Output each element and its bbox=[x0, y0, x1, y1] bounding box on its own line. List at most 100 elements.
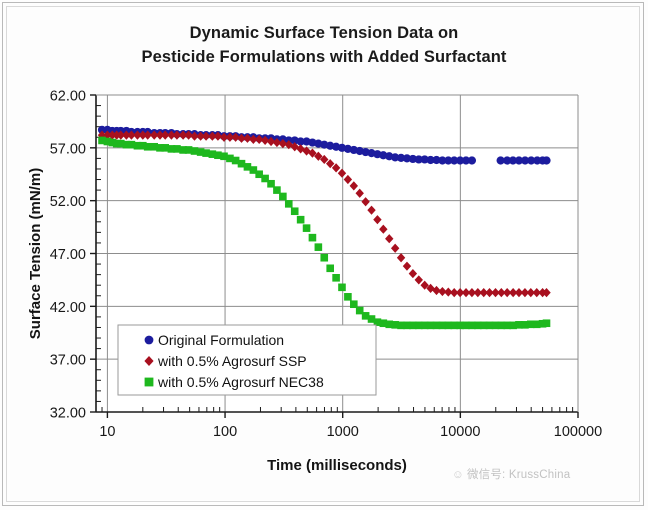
data-point bbox=[178, 130, 188, 140]
data-point bbox=[249, 166, 258, 174]
data-point bbox=[450, 287, 459, 298]
series-3-points bbox=[98, 136, 551, 330]
data-point bbox=[255, 170, 263, 179]
data-point bbox=[491, 287, 500, 298]
data-point bbox=[237, 133, 246, 143]
data-point bbox=[117, 139, 125, 148]
legend: Original Formulation with 0.5% Agrosurf S… bbox=[117, 324, 377, 396]
data-point bbox=[520, 287, 530, 298]
data-point bbox=[343, 174, 353, 185]
x-tick-labels: 10 100 1000 10000 100000 bbox=[99, 424, 602, 440]
data-point bbox=[474, 321, 482, 330]
data-point bbox=[184, 130, 193, 140]
data-point bbox=[432, 285, 441, 296]
legend-label: with 0.5% Agrosurf SSP bbox=[157, 353, 307, 369]
data-point bbox=[172, 130, 182, 140]
data-point bbox=[350, 300, 358, 309]
data-point bbox=[496, 156, 505, 165]
data-point bbox=[190, 147, 199, 155]
data-point bbox=[497, 321, 506, 330]
data-point bbox=[373, 318, 382, 326]
watermark: ☺ 微信号: KrussChina bbox=[452, 466, 570, 482]
y-tick-labels: 32.00 37.00 42.00 47.00 52.00 57.00 62.00 bbox=[50, 89, 86, 422]
data-point bbox=[150, 142, 159, 151]
data-point bbox=[491, 321, 500, 330]
data-point bbox=[414, 321, 423, 330]
data-point bbox=[296, 137, 305, 146]
y-tick-label: 52.00 bbox=[50, 194, 86, 210]
wechat-icon: ☺ bbox=[452, 469, 464, 481]
data-point bbox=[308, 233, 317, 242]
data-point bbox=[138, 130, 148, 140]
data-point bbox=[420, 280, 429, 290]
x-tick-label: 10000 bbox=[440, 424, 480, 440]
data-point bbox=[414, 275, 423, 285]
chart-title-line2: Pesticide Formulations with Added Surfac… bbox=[141, 47, 507, 66]
data-point bbox=[467, 287, 477, 298]
data-point bbox=[456, 156, 465, 165]
data-point bbox=[367, 315, 376, 323]
data-point bbox=[349, 181, 359, 191]
data-point bbox=[485, 287, 494, 298]
data-point bbox=[326, 264, 335, 273]
data-point bbox=[267, 179, 275, 188]
data-point bbox=[521, 321, 529, 329]
data-point bbox=[527, 156, 536, 165]
data-point bbox=[515, 321, 523, 329]
data-point bbox=[302, 224, 311, 232]
data-point bbox=[296, 215, 305, 224]
data-point bbox=[332, 274, 340, 282]
data-point bbox=[108, 130, 117, 140]
data-point bbox=[367, 205, 376, 215]
data-point bbox=[514, 287, 524, 298]
data-point bbox=[156, 144, 164, 152]
data-point bbox=[167, 130, 176, 140]
data-point bbox=[272, 137, 282, 148]
data-point bbox=[438, 286, 447, 297]
data-point bbox=[502, 287, 512, 298]
data-point bbox=[161, 130, 170, 140]
data-point bbox=[320, 253, 329, 262]
data-point bbox=[432, 321, 441, 330]
data-point bbox=[520, 156, 530, 165]
data-point bbox=[461, 287, 471, 298]
axis-spines bbox=[95, 94, 579, 413]
data-point bbox=[361, 312, 370, 320]
data-point bbox=[538, 319, 547, 328]
data-point bbox=[122, 140, 131, 149]
data-point bbox=[220, 152, 228, 161]
data-point bbox=[426, 321, 435, 330]
data-point bbox=[314, 243, 323, 251]
data-point bbox=[331, 163, 341, 173]
data-point bbox=[284, 200, 293, 208]
minor-ticks bbox=[95, 105, 574, 412]
data-point bbox=[402, 154, 412, 163]
data-point bbox=[254, 134, 264, 144]
data-point bbox=[279, 192, 287, 201]
data-point bbox=[438, 321, 447, 330]
data-point bbox=[426, 155, 435, 165]
data-point bbox=[231, 156, 240, 165]
y-tick-label: 32.00 bbox=[50, 406, 86, 422]
data-point bbox=[444, 321, 453, 330]
data-point bbox=[420, 321, 429, 330]
data-point bbox=[438, 156, 447, 165]
data-point bbox=[226, 154, 234, 163]
data-point bbox=[167, 145, 176, 153]
data-point bbox=[225, 132, 235, 142]
data-point bbox=[462, 321, 470, 330]
y-tick-label: 37.00 bbox=[50, 353, 86, 369]
data-point bbox=[290, 207, 299, 216]
data-point bbox=[468, 321, 476, 330]
data-point bbox=[526, 287, 535, 298]
data-point bbox=[155, 130, 165, 140]
watermark-text: 微信号: KrussChina bbox=[466, 469, 571, 481]
data-point bbox=[314, 151, 323, 161]
data-point bbox=[479, 321, 488, 330]
data-point bbox=[278, 139, 288, 149]
data-point bbox=[143, 142, 152, 151]
data-point bbox=[273, 186, 281, 194]
data-point bbox=[391, 321, 399, 329]
